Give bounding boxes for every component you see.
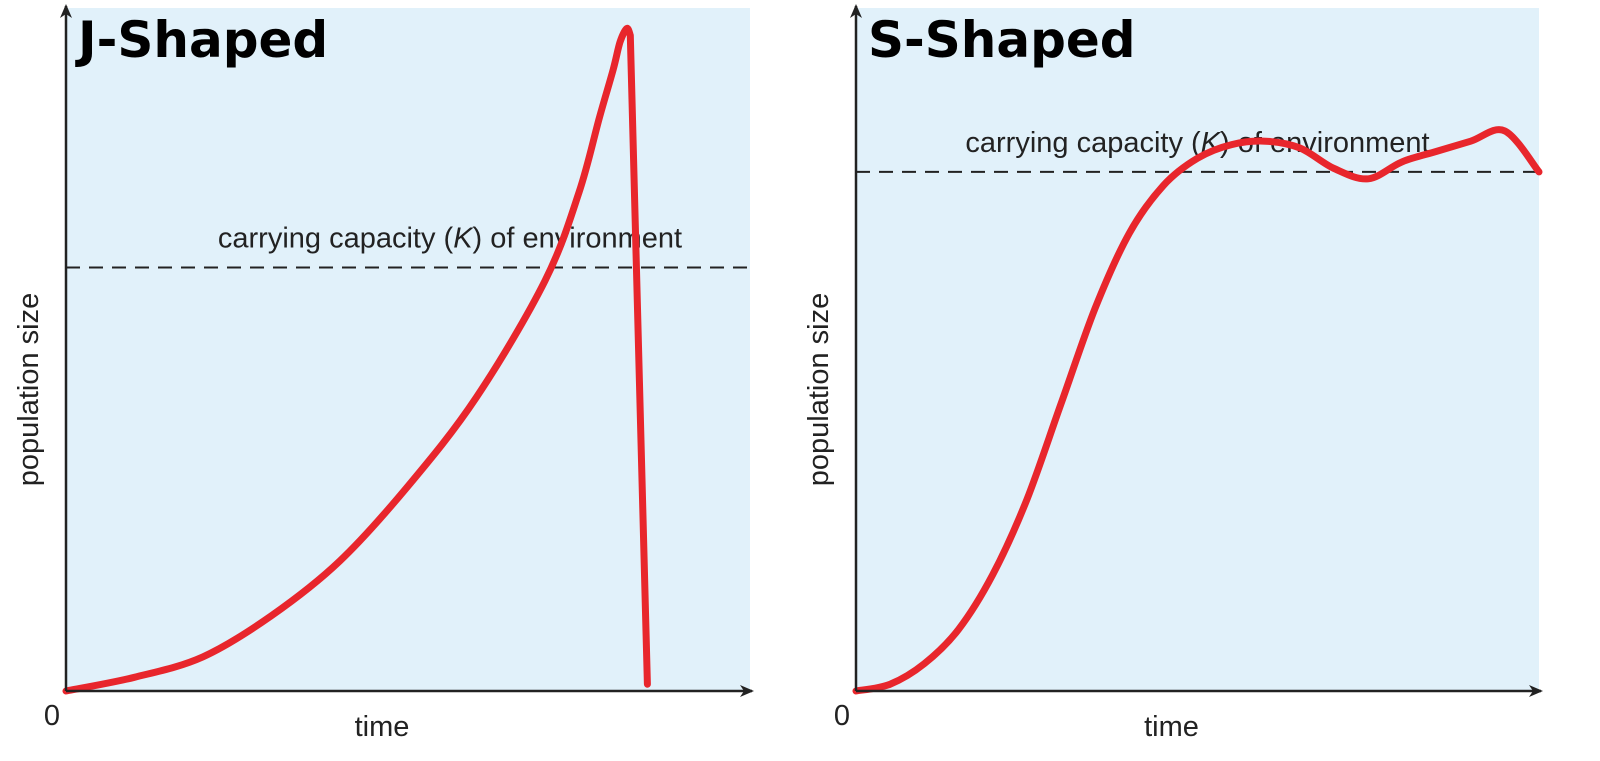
y-axis-label: population size	[803, 293, 835, 486]
chart-title: S-Shaped	[868, 11, 1136, 69]
origin-label: 0	[834, 700, 850, 732]
population-curve	[852, 126, 1543, 695]
x-axis-label: time	[355, 711, 410, 743]
carrying-capacity-label: carrying capacity (K) of environment	[965, 127, 1429, 159]
population-curve	[62, 24, 651, 695]
y-axis-label: population size	[13, 293, 45, 486]
j-shaped-chart: carrying capacity (K) of environment J-S…	[13, 4, 754, 743]
chart-title: J-Shaped	[75, 11, 328, 69]
x-axis-label: time	[1144, 711, 1199, 743]
plot-background	[856, 8, 1539, 691]
s-shaped-chart: carrying capacity (K) of environment S-S…	[803, 4, 1543, 743]
carrying-capacity-label: carrying capacity (K) of environment	[218, 223, 682, 255]
origin-label: 0	[44, 700, 60, 732]
